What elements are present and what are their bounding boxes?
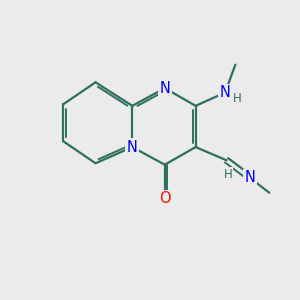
Text: N: N	[127, 140, 138, 154]
Text: O: O	[159, 191, 170, 206]
Text: H: H	[233, 92, 242, 105]
Text: N: N	[220, 85, 230, 100]
Text: N: N	[159, 81, 170, 96]
Text: H: H	[224, 168, 233, 181]
Text: N: N	[245, 170, 256, 185]
